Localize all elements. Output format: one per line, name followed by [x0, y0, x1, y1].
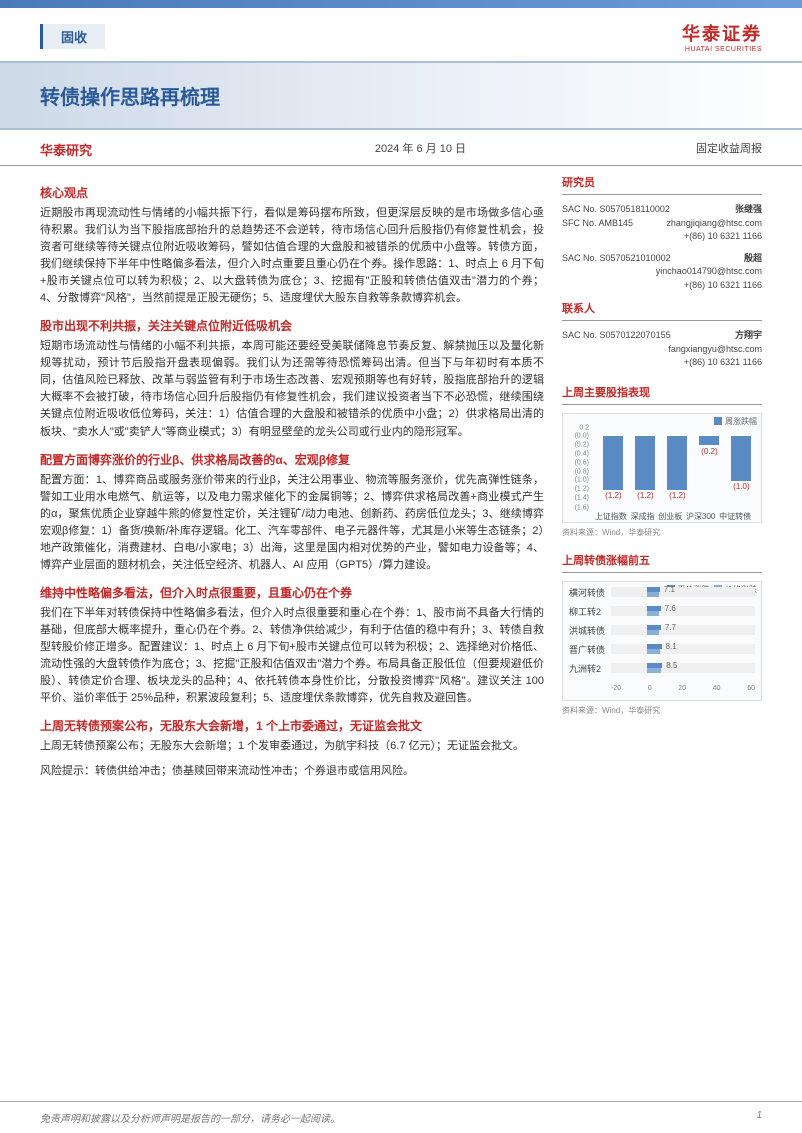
name: 方翔宇 [735, 329, 762, 343]
chart1-block: 上周主要股指表现 周涨跌幅 0.2 (0.0) (0.2) (0.4) (0.6… [562, 384, 762, 538]
risk-text: 转债供给冲击；债基赎回带来流动性冲击；个券退市或信用风险。 [95, 765, 414, 777]
hbar-row: 柳工转2 7.6 [569, 605, 755, 618]
hbar-name: 横河转债 [569, 586, 611, 599]
sidebar: 研究员 SAC No. S0570518110002 张继强 SFC No. AM… [562, 174, 762, 782]
category-tag: 固收 [40, 24, 105, 49]
hbar-name: 洪城转债 [569, 624, 611, 637]
phone: +(86) 10 6321 1166 [684, 230, 762, 244]
y-axis: 0.2 (0.0) (0.2) (0.4) (0.6) (0.8) (1.0) … [565, 428, 591, 508]
x-label: 创业板 [658, 511, 682, 522]
researchers-title: 研究员 [562, 174, 762, 195]
contact-title: 联系人 [562, 300, 762, 321]
x-label: 中证转债 [719, 511, 751, 522]
name: 殷超 [744, 252, 762, 266]
report-date: 2024 年 6 月 10 日 [375, 140, 466, 159]
hbar-value: 7.6 [665, 604, 676, 613]
email: zhangjiqiang@htsc.com [666, 217, 762, 231]
chart1-legend: 周涨跌幅 [714, 416, 757, 427]
logo-cn: 华泰证券 [682, 20, 762, 46]
chart2-source: 资料来源：Wind，华泰研究 [562, 705, 762, 716]
chart2-title: 上周转债涨幅前五 [562, 552, 762, 573]
hbar-name: 晋广转债 [569, 643, 611, 656]
researcher: SAC No. S0570521010002 殷超 yinchao014790@h… [562, 252, 762, 293]
risk-label: 风险提示： [40, 765, 95, 777]
section-text: 配置方面：1、博弈商品或服务涨价带来的行业β，关注公用事业、物流等服务涨价，优先… [40, 472, 544, 574]
source: 华泰研究 [40, 140, 92, 159]
hbar-value: 7.7 [665, 623, 676, 632]
section-title: 维持中性略偏多看法，但介入时点很重要，且重心仍在个券 [40, 584, 544, 601]
hbar-row: 洪城转债 7.7 [569, 624, 755, 637]
email: fangxiangyu@htsc.com [668, 343, 762, 357]
hbar-name: 九洲转2 [569, 662, 611, 675]
section: 配置方面博弈涨价的行业β、供求格局改善的α、宏观β修复 配置方面：1、博弈商品或… [40, 451, 544, 574]
bar-label: (0.2) [695, 447, 723, 456]
bar-label: (1.2) [599, 491, 627, 500]
section-title: 配置方面博弈涨价的行业β、供求格局改善的α、宏观β修复 [40, 451, 544, 468]
sac: SAC No. S0570521010002 [562, 252, 671, 266]
hbar-name: 柳工转2 [569, 605, 611, 618]
main-column: 核心观点 近期股市再现流动性与情绪的小幅共振下行，看似是筹码摆布所致，但更深层反… [40, 174, 544, 782]
bar [603, 436, 623, 489]
email: yinchao014790@htsc.com [656, 265, 762, 279]
bar-label: (1.0) [727, 482, 755, 491]
section: 上周无转债预案公布，无股东大会新增，1 个上市委通过，无证监会批文 上周无转债预… [40, 717, 544, 755]
hbar-row: 晋广转债 8.1 [569, 643, 755, 656]
phone: +(86) 10 6321 1166 [684, 279, 762, 293]
chart1-source: 资料来源：Wind，华泰研究 [562, 527, 762, 538]
name: 张继强 [735, 203, 762, 217]
contact: SAC No. S0570122070155 方翔宇 fangxiangyu@ht… [562, 329, 762, 370]
section-title: 上周无转债预案公布，无股东大会新增，1 个上市委通过，无证监会批文 [40, 717, 544, 734]
meta-row: 华泰研究 2024 年 6 月 10 日 固定收益周报 [0, 130, 802, 166]
logo-en: HUATAI SECURITIES [682, 46, 762, 53]
section-title: 股市出现不利共振，关注关键点位附近低吸机会 [40, 317, 544, 334]
sfc: SFC No. AMB145 [562, 217, 633, 231]
x-label: 沪深300 [686, 511, 715, 522]
hbar-row: 九洲转2 8.5 [569, 662, 755, 675]
page-number: 1 [756, 1110, 762, 1125]
logo: 华泰证券 HUATAI SECURITIES [682, 20, 762, 53]
hbar-value: 7.1 [664, 585, 675, 594]
sac: SAC No. S0570518110002 [562, 203, 670, 217]
bar-label: (1.2) [631, 491, 659, 500]
section-text: 我们在下半年对转债保持中性略偏多看法，但介入时点很重要和重心在个券：1、股市尚不… [40, 605, 544, 707]
researchers-block: 研究员 SAC No. S0570518110002 张继强 SFC No. AM… [562, 174, 762, 370]
disclaimer: 免责声明和披露以及分析师声明是报告的一部分，请务必一起阅读。 [40, 1110, 340, 1125]
title-band: 转债操作思路再梳理 [0, 61, 802, 130]
x-label: 上证指数 [595, 511, 627, 522]
risk-note: 风险提示：转债供给冲击；债基赎回带来流动性冲击；个券退市或信用风险。 [40, 763, 544, 780]
section-text: 短期市场流动性与情绪的小幅不利共振，本周可能还要经受美联储降息节奏反复、解禁抛压… [40, 338, 544, 440]
index-bar-chart: 周涨跌幅 0.2 (0.0) (0.2) (0.4) (0.6) (0.8) (… [562, 413, 762, 523]
bar [667, 436, 687, 489]
x-label: 深成指 [631, 511, 655, 522]
chart1-title: 上周主要股指表现 [562, 384, 762, 405]
top5-bar-chart: 平价涨跌 价格涨跌 横河转债7.1柳工转27.6洪城转债7.7晋广转债8.1九洲… [562, 581, 762, 701]
report-type: 固定收益周报 [696, 140, 762, 159]
footer: 免责声明和披露以及分析师声明是报告的一部分，请务必一起阅读。 1 [0, 1101, 802, 1133]
header: 固收 华泰证券 HUATAI SECURITIES [0, 8, 802, 61]
bar [731, 436, 751, 480]
phone: +(86) 10 6321 1166 [684, 356, 762, 370]
sac: SAC No. S0570122070155 [562, 329, 671, 343]
bar [635, 436, 655, 489]
section: 核心观点 近期股市再现流动性与情绪的小幅共振下行，看似是筹码摆布所致，但更深层反… [40, 184, 544, 307]
bar-label: (1.2) [663, 491, 691, 500]
section-text: 上周无转债预案公布；无股东大会新增；1 个发审委通过，为航宇科技（6.7 亿元）… [40, 738, 544, 755]
hbar-value: 8.1 [666, 642, 677, 651]
report-title: 转债操作思路再梳理 [40, 81, 762, 110]
section: 维持中性略偏多看法，但介入时点很重要，且重心仍在个券 我们在下半年对转债保持中性… [40, 584, 544, 707]
researcher: SAC No. S0570518110002 张继强 SFC No. AMB145… [562, 203, 762, 244]
bar [699, 436, 719, 445]
top-accent [0, 0, 802, 8]
chart2-block: 上周转债涨幅前五 平价涨跌 价格涨跌 横河转债7.1柳工转27.6洪城转债7.7… [562, 552, 762, 716]
section: 股市出现不利共振，关注关键点位附近低吸机会 短期市场流动性与情绪的小幅不利共振，… [40, 317, 544, 440]
hbar-row: 横河转债 7.1 [569, 586, 755, 599]
hbar-value: 8.5 [666, 661, 677, 670]
section-title: 核心观点 [40, 184, 544, 201]
section-text: 近期股市再现流动性与情绪的小幅共振下行，看似是筹码摆布所致，但更深层反映的是市场… [40, 205, 544, 307]
